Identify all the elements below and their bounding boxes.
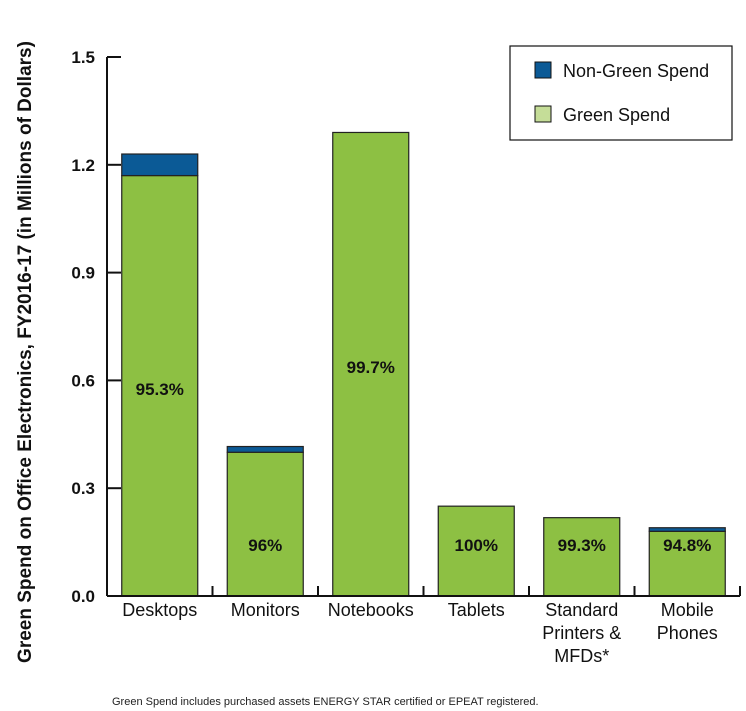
x-tick-label-line: Monitors bbox=[231, 600, 300, 620]
y-tick-label: 1.2 bbox=[71, 156, 95, 175]
data-label: 94.8% bbox=[663, 536, 711, 555]
bar-green-spend bbox=[437, 505, 515, 597]
bar-non-green-spend bbox=[121, 153, 199, 177]
x-tick-label: Mobile Phones bbox=[657, 600, 718, 643]
x-tick-label: Standard Printers & MFDs* bbox=[542, 600, 621, 666]
data-label: 95.3% bbox=[136, 380, 184, 399]
bar-green-spend bbox=[226, 451, 304, 597]
data-label: 96% bbox=[248, 536, 282, 555]
data-label: 99.3% bbox=[558, 536, 606, 555]
y-tick-label: 0.3 bbox=[71, 479, 95, 498]
y-tick-label: 0.9 bbox=[71, 264, 95, 283]
x-tick-label-line: Tablets bbox=[448, 600, 505, 620]
data-label: 99.7% bbox=[347, 358, 395, 377]
y-tick-label: 1.5 bbox=[71, 48, 95, 67]
y-tick-label: 0.0 bbox=[71, 587, 95, 606]
bar-green-spend bbox=[121, 174, 199, 597]
bar-green-spend bbox=[332, 131, 410, 597]
legend: Non-Green Spend Green Spend bbox=[509, 45, 733, 141]
x-tick-label-line: Notebooks bbox=[328, 600, 414, 620]
legend-swatch-green-spend bbox=[534, 105, 552, 123]
x-tick-label-line: MFDs* bbox=[554, 646, 609, 666]
plot-area: 0.0 0.3 0.6 0.9 1.2 1.5 95.3% Desktops 96% Monito… bbox=[71, 48, 741, 666]
data-label: 100% bbox=[455, 536, 498, 555]
footnote: Green Spend includes purchased assets EN… bbox=[112, 696, 539, 708]
bar-green-spend bbox=[648, 530, 726, 597]
x-tick-label-line: Phones bbox=[657, 623, 718, 643]
y-axis-title: Green Spend on Office Electronics, FY201… bbox=[15, 41, 36, 663]
x-tick-label-line: Desktops bbox=[122, 600, 197, 620]
legend-swatch-non-green-spend bbox=[534, 61, 552, 79]
bar-green-spend bbox=[543, 517, 621, 597]
x-tick-label-line: Mobile bbox=[661, 600, 714, 620]
bar-non-green-spend bbox=[226, 445, 304, 453]
x-tick-label: Notebooks bbox=[328, 600, 414, 620]
x-tick-label: Monitors bbox=[231, 600, 300, 620]
x-tick-label: Desktops bbox=[122, 600, 197, 620]
legend-label-non-green-spend: Non-Green Spend bbox=[563, 61, 709, 81]
x-tick-label: Tablets bbox=[448, 600, 505, 620]
x-tick-label-line: Standard bbox=[545, 600, 618, 620]
legend-label-green-spend: Green Spend bbox=[563, 105, 670, 125]
y-tick-label: 0.6 bbox=[71, 371, 95, 390]
bar-non-green-spend bbox=[648, 527, 726, 532]
x-tick-label-line: Printers & bbox=[542, 623, 621, 643]
